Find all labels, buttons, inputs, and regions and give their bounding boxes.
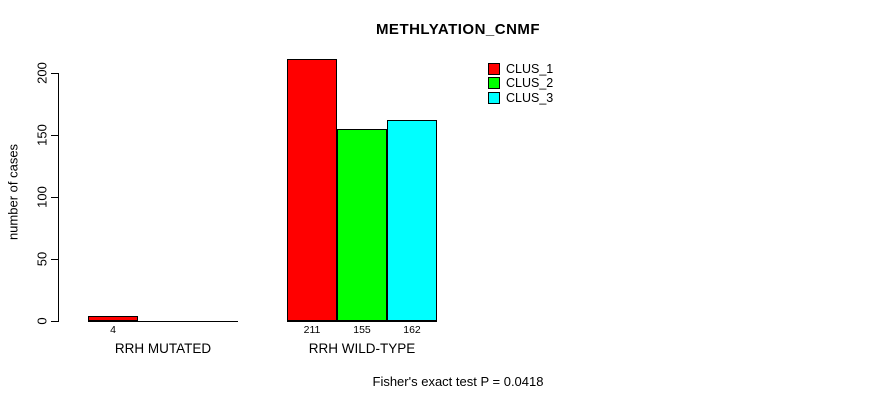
legend-item: CLUS_3 (488, 92, 553, 104)
bar-value-label: 4 (110, 324, 116, 336)
legend-swatch (488, 77, 500, 89)
y-tick-label: 200 (34, 62, 50, 84)
zero-baseline (287, 321, 437, 322)
y-axis-title-text: number of cases (5, 143, 21, 241)
y-tick (51, 135, 58, 136)
chart-title: METHLYATION_CNMF (375, 21, 541, 38)
y-axis-line (58, 73, 59, 322)
legend-label: CLUS_1 (506, 62, 554, 76)
zero-baseline (88, 321, 238, 322)
y-tick (51, 259, 58, 260)
bar-value-label: 211 (303, 324, 321, 336)
legend-label: CLUS_3 (506, 91, 554, 105)
y-tick-label: 150 (34, 124, 50, 146)
legend-item: CLUS_2 (488, 77, 553, 89)
bar-value-label: 155 (353, 324, 371, 336)
legend-item: CLUS_1 (488, 63, 553, 75)
category-label: RRH WILD-TYPE (308, 341, 416, 356)
y-tick-label: 0 (34, 317, 50, 325)
y-tick-label: 100 (34, 186, 50, 208)
annotation-text: Fisher's exact test P = 0.0418 (372, 374, 544, 389)
y-tick (51, 73, 58, 74)
bar-value-label: 162 (403, 324, 421, 336)
bar-clus_2-2 (337, 129, 387, 321)
y-tick (51, 321, 58, 322)
legend-swatch (488, 92, 500, 104)
y-tick-label: 50 (34, 251, 50, 267)
legend-label: CLUS_2 (506, 76, 554, 90)
bar-clus_3-2 (387, 120, 437, 321)
y-tick (51, 197, 58, 198)
bar-clus_1-2 (287, 59, 337, 321)
legend-swatch (488, 63, 500, 75)
bar-clus_1-1 (88, 316, 138, 321)
category-label: RRH MUTATED (114, 341, 212, 356)
